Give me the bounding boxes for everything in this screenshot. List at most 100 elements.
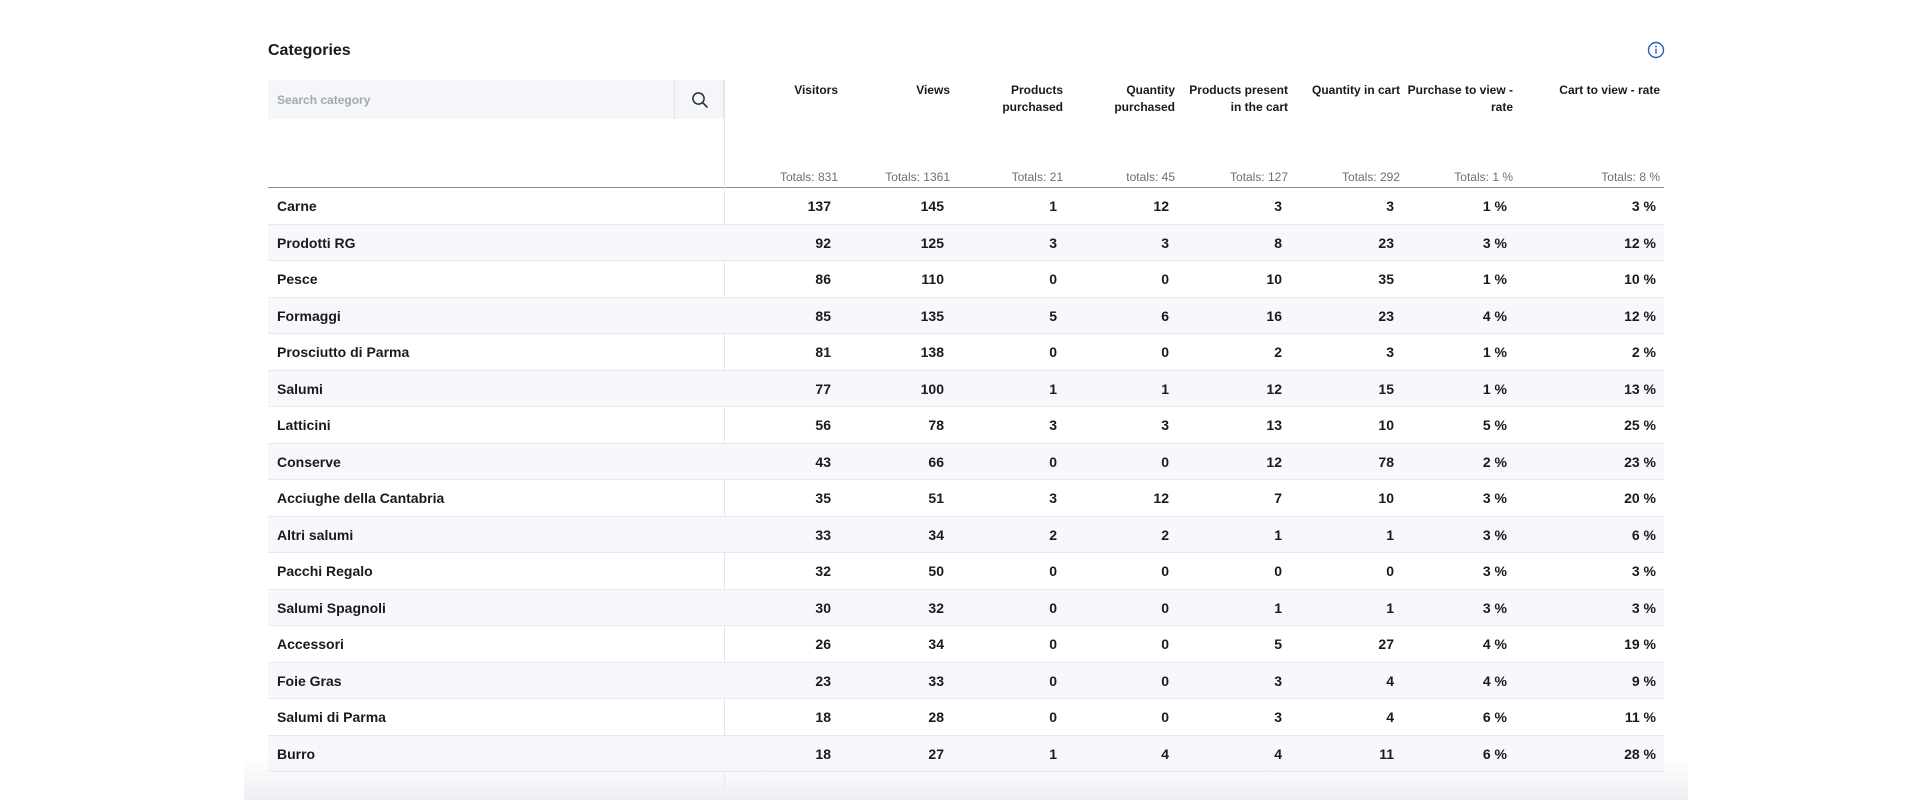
table-row[interactable]: Prosciutto di Parma 81 138 0 0 2 3 1 % 2 % — [268, 334, 1664, 371]
cell-visitors: 85 — [815, 307, 831, 324]
category-name: Acciughe della Cantabria — [277, 490, 445, 506]
cell-quantity-purchased: 12 — [1153, 198, 1169, 214]
cell-products-in-cart: 4 — [1274, 745, 1282, 762]
cell-visitors: 30 — [815, 599, 831, 616]
cell-views: 33 — [928, 672, 944, 689]
cell-cart-to-view-rate: 12 % — [1624, 234, 1656, 251]
table-body: Carne 137 145 1 12 3 3 1 % 3 % Prodotti RG 92 125 3 3… — [268, 188, 1664, 772]
cell-views: 145 — [920, 198, 944, 214]
info-circle-icon[interactable] — [1647, 41, 1665, 59]
cell-views: 28 — [928, 709, 944, 725]
cell-purchase-to-view-rate: 6 % — [1482, 745, 1507, 762]
cell-products-purchased: 0 — [1049, 709, 1057, 725]
cell-quantity-purchased: 1 — [1161, 380, 1169, 397]
cell-quantity-purchased: 3 — [1161, 417, 1169, 433]
column-header-products-in-cart[interactable]: Products present in the cart Totals: 127 — [1178, 80, 1288, 187]
cell-purchase-to-view-rate: 3 % — [1482, 490, 1507, 506]
column-header-purchase-to-view-rate[interactable]: Purchase to view - rate Totals: 1 % — [1403, 80, 1513, 187]
cell-products-purchased: 0 — [1049, 563, 1057, 579]
cell-products-in-cart: 16 — [1266, 307, 1282, 324]
cell-purchase-to-view-rate: 3 % — [1482, 563, 1507, 579]
table-row[interactable]: Salumi 77 100 1 1 12 15 1 % 13 % — [268, 370, 1664, 407]
cell-visitors: 137 — [807, 198, 831, 214]
column-total: Totals: 1 % — [1454, 170, 1513, 184]
table-row[interactable]: Pacchi Regalo 32 50 0 0 0 0 3 % 3 % — [268, 553, 1664, 590]
column-header-quantity-in-cart[interactable]: Quantity in cart Totals: 292 — [1290, 80, 1400, 187]
cell-visitors: 56 — [815, 417, 831, 433]
table-row[interactable]: Formaggi 85 135 5 6 16 23 4 % 12 % — [268, 297, 1664, 334]
search-icon — [691, 91, 708, 108]
column-label: Views — [916, 83, 950, 97]
cell-products-purchased: 0 — [1049, 636, 1057, 652]
column-header-views[interactable]: Views Totals: 1361 — [840, 80, 950, 187]
cell-visitors: 18 — [815, 709, 831, 725]
table-row[interactable]: Prodotti RG 92 125 3 3 8 23 3 % 12 % — [268, 224, 1664, 261]
column-total: Totals: 1361 — [885, 170, 950, 184]
cell-products-purchased: 3 — [1049, 490, 1057, 506]
cell-products-in-cart: 3 — [1274, 672, 1282, 689]
table-row[interactable]: Conserve 43 66 0 0 12 78 2 % 23 % — [268, 443, 1664, 480]
cell-quantity-in-cart: 1 — [1386, 599, 1394, 616]
cell-products-in-cart: 2 — [1274, 344, 1282, 360]
column-header-products-purchased[interactable]: Products purchased Totals: 21 — [953, 80, 1063, 187]
category-name: Prodotti RG — [277, 234, 356, 251]
table-row[interactable]: Burro 18 27 1 4 4 11 6 % 28 % — [268, 735, 1664, 772]
cell-quantity-in-cart: 4 — [1386, 709, 1394, 725]
table-row[interactable]: Accessori 26 34 0 0 5 27 4 % 19 % — [268, 626, 1664, 663]
cell-purchase-to-view-rate: 1 % — [1482, 380, 1507, 397]
category-name: Prosciutto di Parma — [277, 344, 410, 360]
column-header-cart-to-view-rate[interactable]: Cart to view - rate Totals: 8 % — [1532, 80, 1660, 187]
cell-products-purchased: 2 — [1049, 526, 1057, 543]
search-button[interactable] — [675, 80, 724, 119]
cell-quantity-purchased: 0 — [1161, 563, 1169, 579]
cell-visitors: 26 — [815, 636, 831, 652]
cell-products-purchased: 5 — [1049, 307, 1057, 324]
cell-quantity-purchased: 0 — [1161, 672, 1169, 689]
column-label: Cart to view - rate — [1559, 83, 1660, 97]
cell-quantity-purchased: 0 — [1161, 271, 1169, 287]
cell-products-in-cart: 1 — [1274, 526, 1282, 543]
table-row[interactable]: Pesce 86 110 0 0 10 35 1 % 10 % — [268, 261, 1664, 298]
cell-views: 27 — [928, 745, 944, 762]
column-header-visitors[interactable]: Visitors Totals: 831 — [728, 80, 838, 187]
cell-products-purchased: 1 — [1049, 745, 1057, 762]
cell-products-in-cart: 13 — [1266, 417, 1282, 433]
column-header-quantity-purchased[interactable]: Quantity purchased totals: 45 — [1083, 80, 1175, 187]
table-row[interactable]: Salumi di Parma 18 28 0 0 3 4 6 % 11 % — [268, 699, 1664, 736]
cell-visitors: 92 — [815, 234, 831, 251]
cell-visitors: 77 — [815, 380, 831, 397]
cell-quantity-in-cart: 10 — [1378, 417, 1394, 433]
cell-visitors: 23 — [815, 672, 831, 689]
search-box — [268, 80, 724, 119]
cell-purchase-to-view-rate: 1 % — [1482, 198, 1507, 214]
table-row[interactable]: Foie Gras 23 33 0 0 3 4 4 % 9 % — [268, 662, 1664, 699]
cell-views: 100 — [920, 380, 944, 397]
cell-visitors: 86 — [815, 271, 831, 287]
cell-quantity-in-cart: 0 — [1386, 563, 1394, 579]
cell-purchase-to-view-rate: 4 % — [1482, 672, 1507, 689]
cell-products-in-cart: 5 — [1274, 636, 1282, 652]
cell-products-purchased: 0 — [1049, 672, 1057, 689]
search-input[interactable] — [268, 80, 674, 119]
cell-cart-to-view-rate: 10 % — [1624, 271, 1656, 287]
column-label: Quantity purchased — [1114, 83, 1175, 114]
cell-products-purchased: 0 — [1049, 453, 1057, 470]
column-label: Products present in the cart — [1189, 83, 1288, 114]
cell-quantity-purchased: 0 — [1161, 636, 1169, 652]
category-name: Accessori — [277, 636, 344, 652]
table-row[interactable]: Salumi Spagnoli 30 32 0 0 1 1 3 % 3 % — [268, 589, 1664, 626]
cell-views: 50 — [928, 563, 944, 579]
category-name: Conserve — [277, 453, 341, 470]
column-total: Totals: 21 — [1011, 170, 1063, 184]
table-row[interactable]: Latticini 56 78 3 3 13 10 5 % 25 % — [268, 407, 1664, 444]
cell-products-purchased: 1 — [1049, 198, 1057, 214]
cell-views: 34 — [928, 636, 944, 652]
column-label: Quantity in cart — [1311, 83, 1400, 97]
table-row[interactable]: Altri salumi 33 34 2 2 1 1 3 % 6 % — [268, 516, 1664, 553]
table-row[interactable]: Acciughe della Cantabria 35 51 3 12 7 10 3 % 20 … — [268, 480, 1664, 517]
table-row[interactable]: Carne 137 145 1 12 3 3 1 % 3 % — [268, 188, 1664, 225]
cell-quantity-in-cart: 10 — [1378, 490, 1394, 506]
category-name: Formaggi — [277, 307, 341, 324]
column-label: Products purchased — [1002, 83, 1063, 114]
